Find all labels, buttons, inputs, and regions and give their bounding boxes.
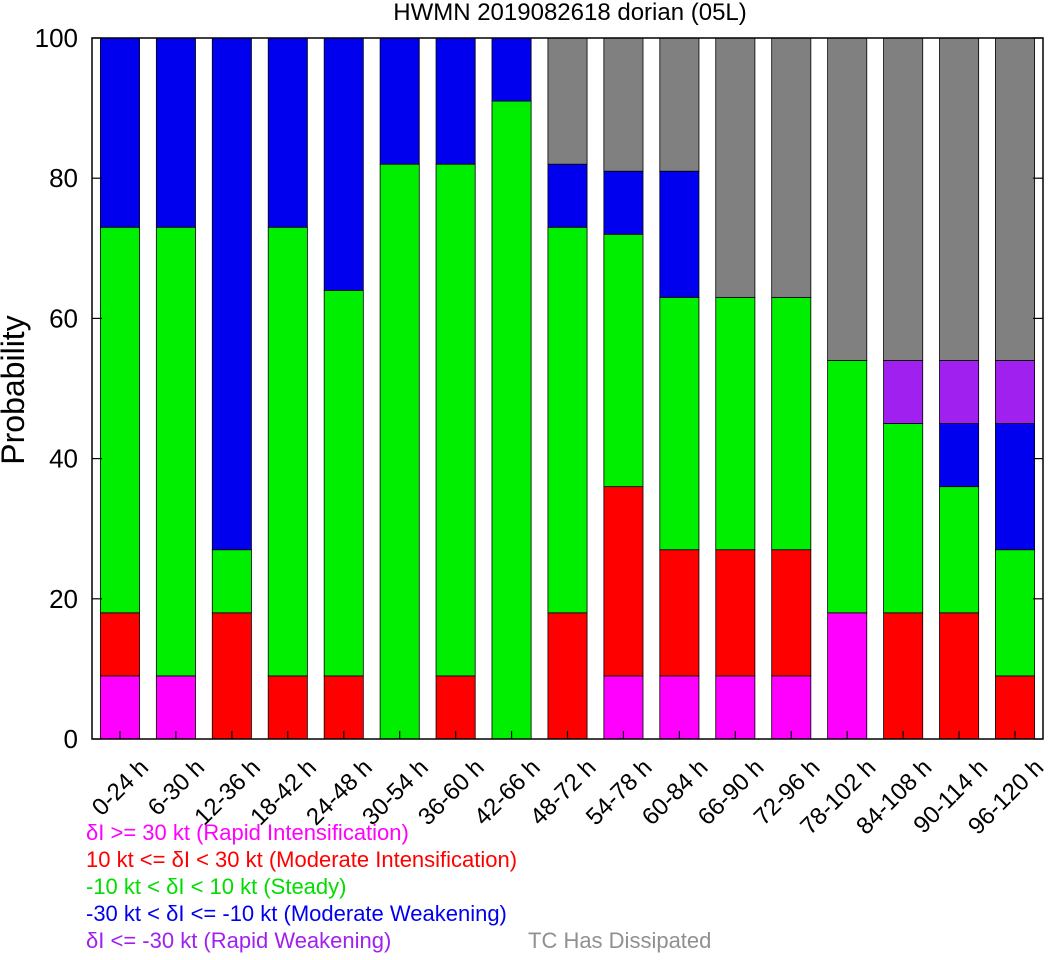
bar-segment-mi	[715, 549, 756, 677]
bar-segment-rw	[883, 360, 924, 424]
legend-rapid-intensification: δI >= 30 kt (Rapid Intensification)	[86, 820, 409, 845]
x-tick-label: 0-24 h	[87, 754, 154, 821]
y-tick-label: 60	[49, 303, 78, 333]
bar-segment-mi	[435, 675, 476, 740]
bar-segment-st	[435, 163, 476, 677]
legend-rapid-weakening: δI <= -30 kt (Rapid Weakening)	[86, 928, 392, 953]
bar-segment-st	[715, 296, 756, 551]
bar-layer	[99, 37, 1036, 740]
legend-moderate-intensification: 10 kt <= δI < 30 kt (Moderate Intensific…	[86, 847, 518, 872]
bar-segment-mw	[547, 163, 588, 228]
bar-segment-ri	[771, 675, 812, 740]
bar-segment-st	[547, 226, 588, 614]
bar-segment-td	[603, 37, 644, 172]
bar-segment-mi	[99, 612, 140, 677]
bar-segment-mi	[323, 675, 364, 740]
bar-segment-st	[995, 549, 1036, 677]
legend-steady: -10 kt < δI < 10 kt (Steady)	[86, 874, 347, 899]
axes	[91, 37, 1044, 740]
chart-title: HWMN 2019082618 dorian (05L)	[393, 0, 747, 26]
bar-segment-td	[995, 37, 1036, 361]
bar-segment-mw	[491, 37, 532, 102]
bar-segment-mw	[211, 37, 252, 551]
bar-segment-mw	[267, 37, 308, 228]
bar-segment-td	[771, 37, 812, 298]
bar-segment-mi	[939, 612, 980, 740]
y-tick-label: 80	[49, 163, 78, 193]
bar-segment-st	[379, 163, 420, 740]
bar-segment-st	[939, 486, 980, 614]
bar-segment-mi	[211, 612, 252, 740]
bar-segment-mw	[323, 37, 364, 291]
bar-segment-mi	[267, 675, 308, 740]
bar-segment-st	[267, 226, 308, 677]
bar-segment-rw	[939, 360, 980, 424]
bar-segment-st	[827, 360, 868, 614]
y-axis-label: Probability	[0, 315, 31, 464]
bar-segment-td	[939, 37, 980, 361]
bar-segment-mw	[379, 37, 420, 165]
bar-segment-st	[603, 233, 644, 488]
bar-segment-mi	[883, 612, 924, 740]
bar-segment-st	[99, 226, 140, 614]
bar-segment-st	[491, 100, 532, 740]
bar-segment-ri	[659, 675, 700, 740]
y-tick-label: 100	[35, 23, 78, 53]
legend-dissipated: TC Has Dissipated	[528, 928, 712, 953]
y-tick-label: 0	[64, 724, 78, 754]
bar-segment-mw	[603, 170, 644, 235]
y-tick-labels: 0 20 40 60 80 100	[35, 23, 78, 754]
bar-segment-ri	[603, 675, 644, 740]
y-tick-label: 40	[49, 444, 78, 474]
bar-segment-mw	[995, 423, 1036, 551]
bar-segment-mw	[659, 170, 700, 298]
bar-segment-mi	[659, 549, 700, 677]
bar-segment-mw	[99, 37, 140, 228]
bar-segment-st	[155, 226, 196, 677]
bar-segment-mi	[995, 675, 1036, 740]
bar-segment-ri	[715, 675, 756, 740]
bar-segment-st	[771, 296, 812, 551]
bar-segment-mw	[155, 37, 196, 228]
bar-segment-mw	[435, 37, 476, 165]
bar-segment-mi	[771, 549, 812, 677]
bar-segment-td	[715, 37, 756, 298]
bar-segment-td	[883, 37, 924, 361]
bar-segment-st	[659, 296, 700, 551]
bar-segment-td	[827, 37, 868, 361]
bar-segment-st	[883, 423, 924, 614]
legend-moderate-weakening: -30 kt < δI <= -10 kt (Moderate Weakenin…	[86, 901, 507, 926]
bar-segment-mi	[547, 612, 588, 740]
y-tick-label: 20	[49, 584, 78, 614]
bar-segment-td	[547, 37, 588, 165]
bar-segment-mw	[939, 423, 980, 488]
bar-segment-ri	[99, 675, 140, 740]
bar-segment-rw	[995, 360, 1036, 424]
bar-segment-td	[659, 37, 700, 172]
bar-segment-st	[211, 549, 252, 614]
bar-segment-mi	[603, 486, 644, 677]
bar-segment-st	[323, 289, 364, 677]
bar-segment-ri	[827, 612, 868, 740]
bar-segment-ri	[155, 675, 196, 740]
